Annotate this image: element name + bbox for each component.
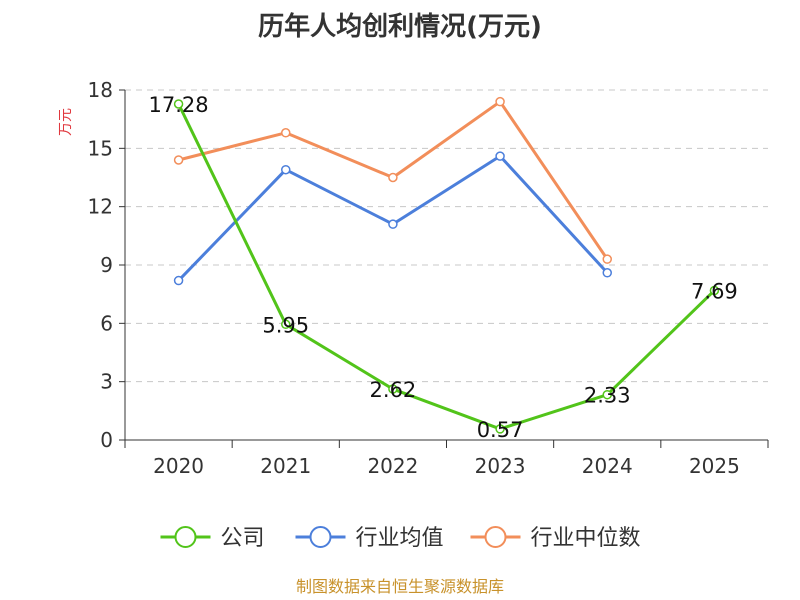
legend-marker-2 xyxy=(484,526,507,548)
legend-label-2: 行业中位数 xyxy=(531,526,641,551)
x-tick-label-2: 2022 xyxy=(367,454,418,478)
point-0-2 xyxy=(388,384,398,394)
point-2-4 xyxy=(602,254,612,264)
x-tick-label-3: 2023 xyxy=(475,454,526,478)
point-1-2 xyxy=(388,219,398,229)
legend-marker-0 xyxy=(174,526,197,548)
x-tick-label-0: 2020 xyxy=(153,454,204,478)
legend-item-0[interactable]: 公司 xyxy=(160,526,265,551)
point-2-2 xyxy=(388,172,398,183)
y-axis-label: 万元 xyxy=(58,108,74,136)
series-0 xyxy=(173,99,720,434)
data-label-0-4: 2.33 xyxy=(584,384,631,408)
grid-layer xyxy=(125,89,768,383)
point-2-1 xyxy=(281,128,291,138)
x-tick-label-1: 2021 xyxy=(260,454,311,478)
legend-marker-1 xyxy=(309,526,332,548)
chart-title: 历年人均创利情况(万元) xyxy=(258,11,542,42)
y-tick-label-6: 18 xyxy=(88,78,113,102)
y-tick-label-2: 6 xyxy=(100,311,113,335)
point-0-4 xyxy=(602,389,612,400)
point-1-4 xyxy=(602,268,612,278)
y-tick-label-3: 9 xyxy=(100,253,113,277)
series-2 xyxy=(173,96,612,264)
axes: 0 3 6 9 12 15 18 2020 2021 2022 2023 2024 2025 xyxy=(88,78,769,478)
point-2-3 xyxy=(495,96,505,107)
data-label-0-0: 17.28 xyxy=(149,93,209,117)
y-tick-label-0: 0 xyxy=(100,428,113,452)
point-0-3 xyxy=(495,424,505,434)
legend[interactable]: 公司 行业均值 行业中位数 xyxy=(160,526,641,551)
point-0-1 xyxy=(281,319,291,330)
series-line-0 xyxy=(177,103,716,431)
series-1 xyxy=(173,151,612,286)
point-1-3 xyxy=(495,151,505,161)
point-1-0 xyxy=(173,275,184,286)
data-label-0-1: 5.95 xyxy=(262,313,309,337)
legend-item-2[interactable]: 行业中位数 xyxy=(470,526,641,551)
legend-label-0: 公司 xyxy=(221,526,265,551)
data-labels: 17.28 5.95 2.62 0.57 2.33 7.69 xyxy=(149,93,738,442)
legend-label-1: 行业均值 xyxy=(356,526,444,551)
data-label-0-5: 7.69 xyxy=(691,279,738,303)
point-0-5 xyxy=(709,285,720,296)
point-0-0 xyxy=(173,99,184,109)
legend-item-1[interactable]: 行业均值 xyxy=(295,526,444,551)
source-note: 制图数据来自恒生聚源数据库 xyxy=(296,577,504,596)
x-tick-label-4: 2024 xyxy=(582,454,633,478)
y-tick-label-4: 12 xyxy=(88,195,113,219)
point-1-1 xyxy=(281,164,291,175)
data-label-0-2: 2.62 xyxy=(370,378,417,402)
series-layer xyxy=(173,96,720,434)
y-tick-label-5: 15 xyxy=(88,136,113,160)
point-2-0 xyxy=(173,155,184,165)
x-tick-label-5: 2025 xyxy=(689,454,740,478)
data-label-0-3: 0.57 xyxy=(477,418,524,442)
y-tick-label-1: 3 xyxy=(100,370,113,394)
